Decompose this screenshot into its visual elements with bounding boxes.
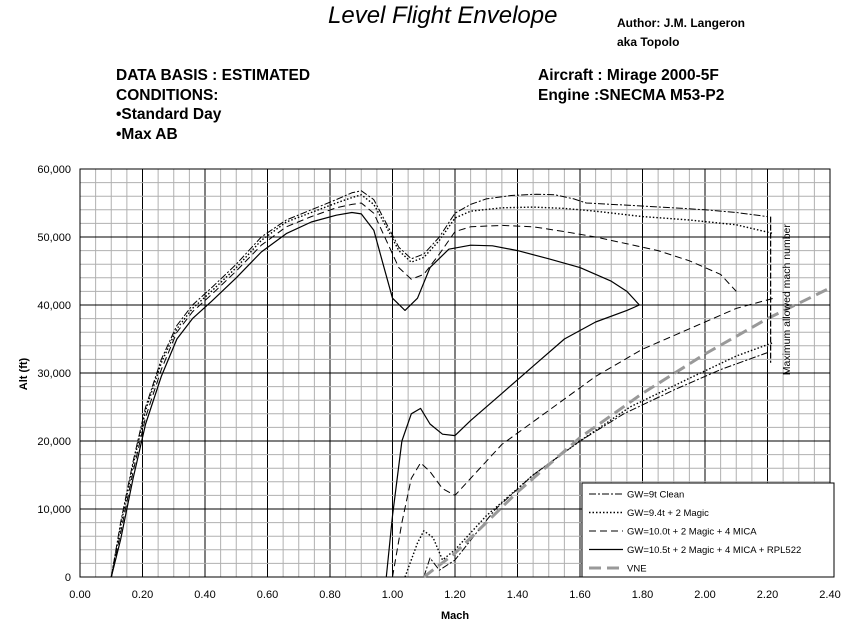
condition-standard-day: •Standard Day bbox=[116, 106, 222, 123]
x-tick-label: 2.00 bbox=[694, 589, 715, 601]
series-line-dashdot-low bbox=[423, 352, 768, 578]
engine-label: Engine :SNECMA M53-P2 bbox=[538, 86, 725, 104]
max-mach-annotation: Maximum allowed mach number bbox=[781, 224, 793, 376]
data-basis-label: DATA BASIS : ESTIMATED bbox=[116, 67, 311, 84]
series-line-dotted-low bbox=[404, 341, 775, 578]
series-line-dashdot bbox=[110, 190, 768, 578]
y-axis-label: Alt (ft) bbox=[18, 357, 30, 390]
max-mach-marker: Maximum allowed mach number bbox=[770, 216, 793, 376]
plot-frame bbox=[79, 168, 831, 578]
legend: GW=9t Clean GW=9.4t + 2 Magic GW=10.0t + 2… bbox=[581, 482, 835, 578]
y-tick-label: 10,000 bbox=[37, 504, 71, 516]
x-tick-label: 0.40 bbox=[194, 589, 215, 601]
author-name: Author: J.M. Langeron bbox=[617, 16, 745, 30]
aircraft-block: Aircraft : Mirage 2000-5F Engine :SNECMA… bbox=[538, 66, 724, 105]
conditions-label: CONDITIONS: bbox=[116, 86, 219, 104]
y-axis-ticks: 0 10,000 20,000 30,000 40,000 50,000 60,000 bbox=[37, 164, 71, 584]
chart-title: Level Flight Envelope bbox=[328, 2, 558, 29]
condition-max-ab: •Max AB bbox=[116, 125, 178, 143]
x-tick-label: 1.40 bbox=[507, 589, 528, 601]
author-alias: aka Topolo bbox=[617, 35, 680, 49]
series-layer bbox=[110, 190, 831, 579]
x-axis-label: Mach bbox=[441, 610, 469, 622]
x-tick-label: 0.80 bbox=[319, 589, 340, 601]
x-tick-label: 1.60 bbox=[569, 589, 590, 601]
series-line-vne bbox=[422, 286, 831, 579]
x-tick-label: 2.40 bbox=[819, 589, 840, 601]
y-tick-label: 20,000 bbox=[37, 436, 71, 448]
x-tick-label: 1.80 bbox=[632, 589, 653, 601]
legend-label: GW=10.0t + 2 Magic + 4 MICA bbox=[627, 527, 757, 538]
y-tick-label: 30,000 bbox=[37, 368, 71, 380]
x-tick-label: 1.00 bbox=[382, 589, 403, 601]
legend-label: VNE bbox=[627, 564, 647, 575]
x-tick-label: 2.20 bbox=[757, 589, 778, 601]
aircraft-label: Aircraft : Mirage 2000-5F bbox=[538, 67, 719, 84]
y-tick-label: 50,000 bbox=[37, 232, 71, 244]
author-block: Author: J.M. Langeron aka Topolo bbox=[617, 14, 745, 52]
legend-label: GW=9t Clean bbox=[627, 490, 684, 501]
y-tick-label: 0 bbox=[65, 572, 71, 584]
y-tick-label: 40,000 bbox=[37, 300, 71, 312]
legend-label: GW=10.5t + 2 Magic + 4 MICA + RPL522 bbox=[627, 545, 801, 556]
series-line-dashed-low bbox=[392, 297, 774, 578]
conditions-block: DATA BASIS : ESTIMATED CONDITIONS: •Stan… bbox=[116, 66, 310, 144]
series-line-solid-low bbox=[385, 304, 640, 578]
x-tick-label: 1.20 bbox=[444, 589, 465, 601]
y-tick-label: 60,000 bbox=[37, 164, 71, 176]
x-tick-label: 0.20 bbox=[132, 589, 153, 601]
legend-box bbox=[581, 482, 835, 578]
x-axis-ticks: 0.00 0.20 0.40 0.60 0.80 1.00 1.20 1.40 1.60 1.80… bbox=[69, 589, 840, 601]
series-line-solid bbox=[110, 211, 640, 578]
x-tick-label: 0.00 bbox=[69, 589, 90, 601]
legend-label: GW=9.4t + 2 Magic bbox=[627, 508, 709, 519]
series-line-dashed bbox=[110, 202, 737, 578]
x-tick-label: 0.60 bbox=[257, 589, 278, 601]
